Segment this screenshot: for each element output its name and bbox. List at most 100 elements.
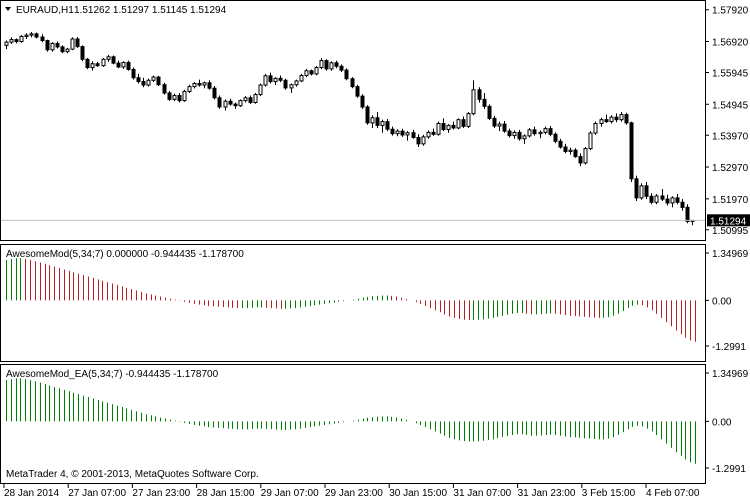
awesome-mod-histogram (6, 258, 696, 342)
candle (532, 126, 537, 136)
price-tick-label: 1.50995 (712, 226, 749, 237)
candle (55, 41, 60, 49)
candle (644, 181, 649, 200)
candle (350, 77, 355, 89)
time-tick-label: 27 Jan 07:00 (68, 488, 126, 499)
candle (116, 60, 121, 69)
candle (380, 119, 385, 133)
candle (299, 73, 304, 83)
indicator-tick-label: 1.34969 (712, 369, 749, 380)
footer-copyright: MetaTrader 4, © 2001-2013, MetaQuotes So… (6, 469, 259, 480)
candle (665, 194, 670, 206)
current-price-marker: 1.51294 (707, 214, 750, 227)
price-tick-label: 1.55945 (712, 68, 749, 79)
price-tick-label: 1.53970 (712, 131, 749, 142)
awesome-mod-ea-histogram (6, 378, 696, 464)
candle (207, 80, 212, 90)
candle (568, 147, 573, 155)
candle (223, 99, 228, 111)
candle (75, 37, 80, 48)
candle (172, 93, 177, 102)
candle (238, 99, 243, 107)
candle (680, 199, 685, 211)
candle (111, 55, 116, 65)
candle (136, 73, 141, 84)
candle (14, 38, 19, 44)
candle (558, 138, 563, 149)
price-axis[interactable]: 1.57920 1.56920 1.55945 1.54945 1.53970 1.529… (705, 6, 749, 237)
candle (471, 80, 476, 116)
candle (624, 112, 629, 125)
candle (583, 147, 588, 165)
indicator-tick-label: -1.2991 (712, 464, 746, 475)
candle (212, 85, 217, 100)
candle (487, 104, 492, 120)
candle (101, 58, 106, 67)
candle (604, 114, 609, 123)
candle (482, 92, 487, 109)
candle (50, 42, 55, 52)
candle (283, 78, 288, 90)
candle (527, 127, 532, 138)
candle (329, 61, 334, 71)
candle (421, 134, 426, 146)
time-tick-label: 4 Feb 07:00 (646, 488, 700, 499)
candle (461, 116, 466, 128)
candle (431, 128, 436, 136)
candle (538, 130, 543, 139)
candle (543, 126, 548, 135)
indicator-tick-label: -1.2991 (712, 342, 746, 353)
candle (334, 60, 339, 69)
candle (151, 75, 156, 83)
candle (411, 129, 416, 139)
indicator-tick-label: 0.00 (712, 296, 732, 307)
ohlc-readout: 1.51262 1.51297 1.51145 1.51294 (74, 5, 227, 16)
chevron-down-icon[interactable] (5, 7, 11, 11)
candle (670, 196, 675, 208)
indicator-1-pane[interactable] (0, 244, 706, 362)
candle (634, 175, 639, 202)
candle (578, 153, 583, 167)
candle (121, 61, 126, 69)
candle (400, 128, 405, 137)
time-axis[interactable]: 28 Jan 2014 27 Jan 07:00 27 Jan 23:00 28 Ja… (3, 484, 700, 499)
candle (654, 194, 659, 205)
main-chart-pane[interactable] (0, 0, 706, 241)
time-tick-label: 28 Jan 15:00 (197, 488, 255, 499)
candle (253, 92, 258, 104)
candle (40, 34, 45, 43)
candle (497, 121, 502, 132)
candle (258, 83, 263, 97)
candle (131, 67, 136, 80)
candle (126, 60, 131, 71)
candle (192, 82, 197, 89)
candle (167, 91, 172, 101)
candle (304, 68, 309, 78)
candle (319, 58, 324, 70)
time-tick-label: 3 Feb 15:00 (582, 488, 636, 499)
indicator-tick-label: 0.00 (712, 417, 732, 428)
candle (187, 84, 192, 93)
candle (370, 115, 375, 128)
candle (548, 126, 553, 137)
candle (466, 112, 471, 128)
time-tick-label: 31 Jan 07:00 (453, 488, 511, 499)
candle (405, 131, 410, 141)
candle (553, 132, 558, 144)
price-tick-label: 1.52970 (712, 163, 749, 174)
indicator-2-pane[interactable] (0, 364, 706, 484)
candle (65, 47, 70, 54)
candle (182, 89, 187, 102)
candle (217, 95, 222, 109)
candle (141, 77, 146, 88)
candle (660, 188, 665, 202)
candle (4, 40, 9, 50)
candle (177, 92, 182, 103)
candle (80, 45, 85, 62)
time-tick-label: 29 Jan 07:00 (261, 488, 319, 499)
price-candles (4, 31, 695, 226)
candle (95, 61, 100, 67)
candle (609, 115, 614, 124)
candle (593, 121, 598, 135)
